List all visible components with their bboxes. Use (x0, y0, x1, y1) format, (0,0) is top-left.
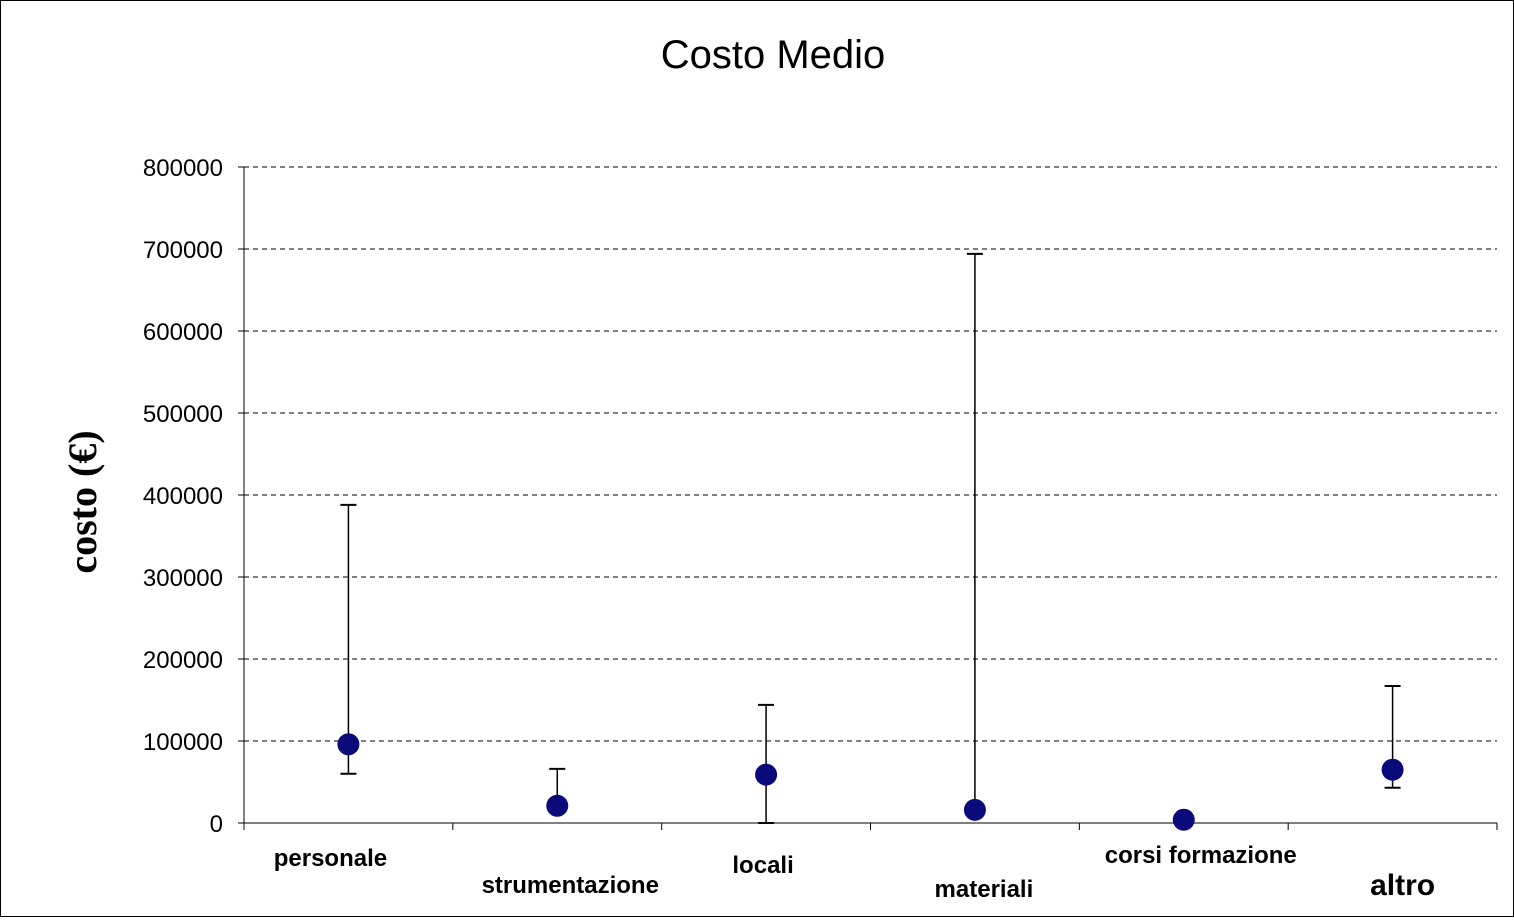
grid-lines (244, 166, 1497, 742)
y-tick-label: 800000 (143, 155, 223, 182)
data-point (963, 798, 986, 821)
x-category-labels: personale strumentazione locali materiali co… (274, 842, 1435, 903)
data-point (546, 794, 569, 817)
y-tick-label: 600000 (143, 319, 223, 346)
y-tick-label: 500000 (143, 401, 223, 428)
data-points (337, 733, 1404, 831)
y-tick-label: 300000 (143, 565, 223, 592)
axes (238, 166, 1498, 830)
chart-title: Costo Medio (661, 33, 886, 77)
y-tick-label: 700000 (143, 237, 223, 264)
x-category-label: altro (1370, 869, 1435, 902)
y-tick-label: 0 (210, 811, 223, 838)
y-tick-label: 200000 (143, 647, 223, 674)
y-axis-label: costo (€) (60, 430, 105, 573)
x-category-label: locali (732, 852, 793, 879)
x-category-label: corsi formazione (1105, 842, 1297, 869)
data-point (1381, 758, 1404, 781)
x-category-label: personale (274, 845, 387, 872)
x-category-label: strumentazione (482, 872, 659, 899)
data-point (1172, 808, 1195, 831)
y-tick-label: 400000 (143, 483, 223, 510)
x-category-label: materiali (935, 876, 1034, 903)
y-tick-label: 100000 (143, 729, 223, 756)
data-point (755, 763, 778, 786)
y-tick-labels: 0 100000 200000 300000 400000 500000 600000 700… (143, 155, 223, 838)
data-point (337, 733, 360, 756)
